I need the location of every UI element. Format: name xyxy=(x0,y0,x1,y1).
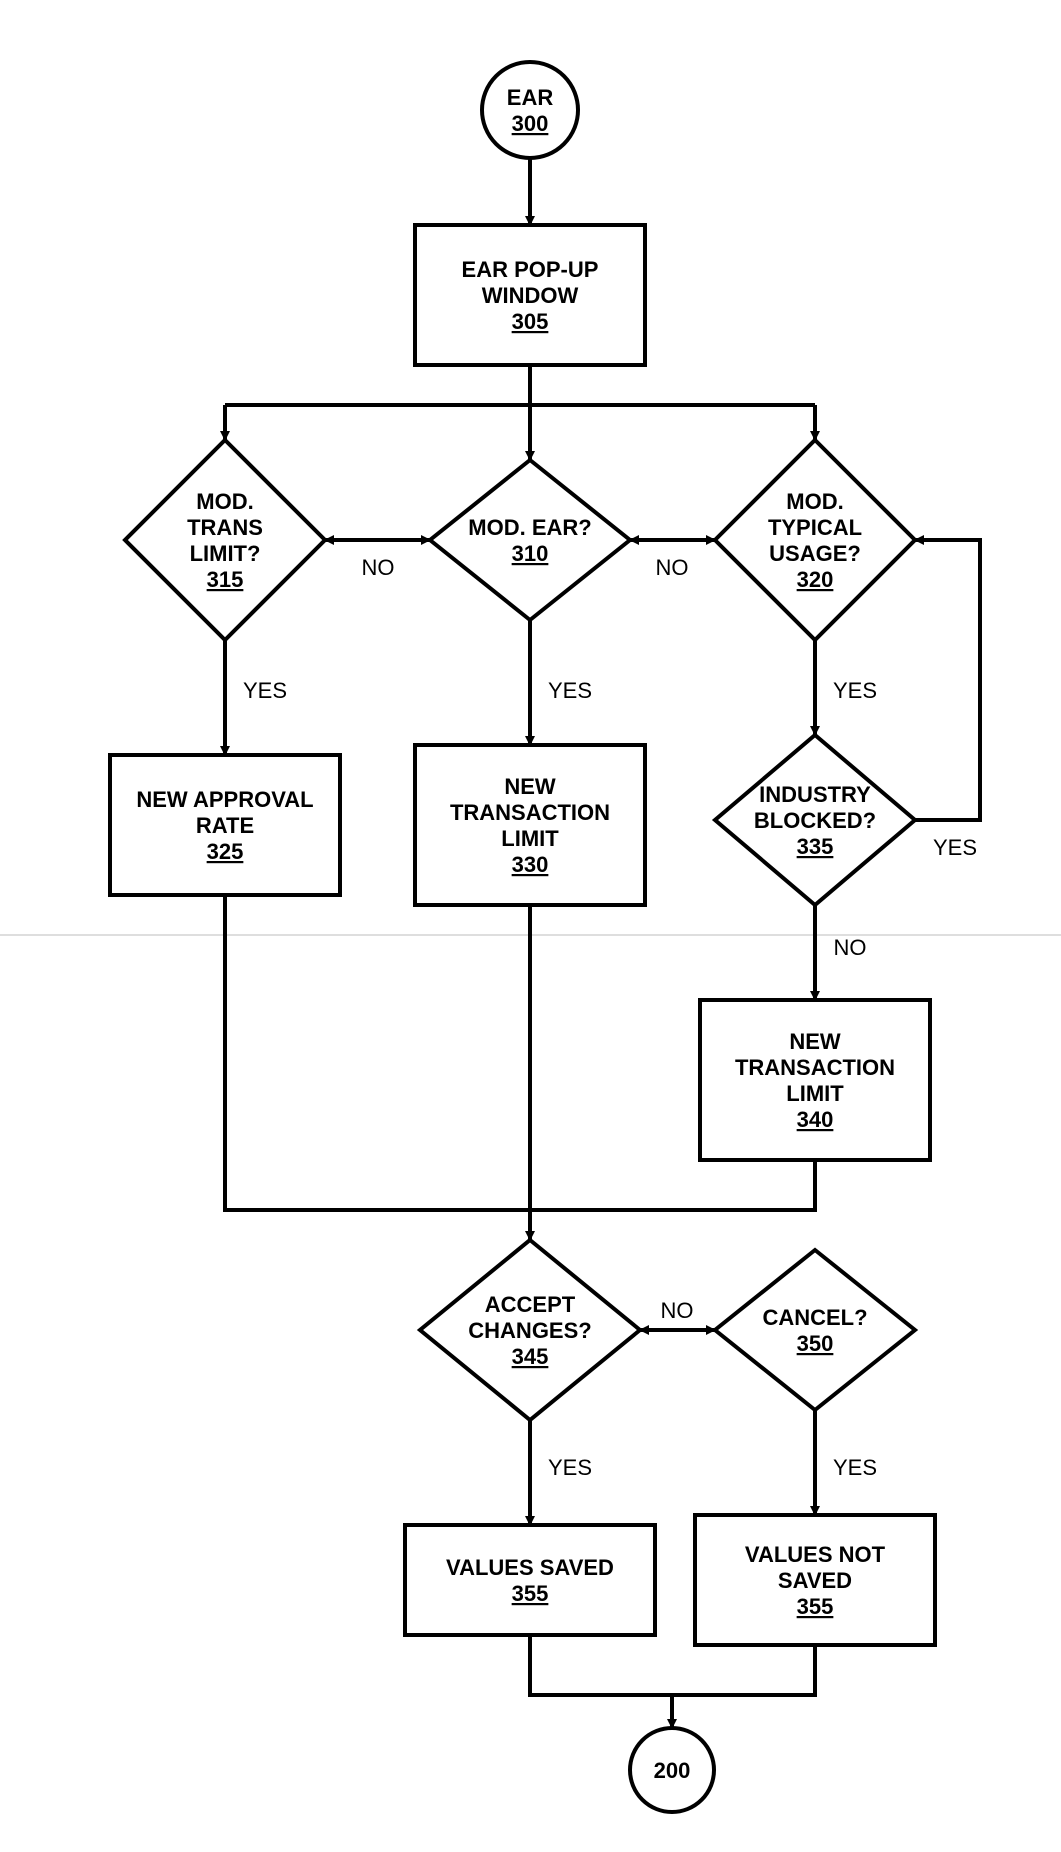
edge-saved_down xyxy=(530,1635,672,1728)
node-d_usage-line2: USAGE? xyxy=(769,541,861,566)
edge-label-blocked_no: NO xyxy=(834,935,867,960)
node-d_blocked-line1: BLOCKED? xyxy=(754,808,876,833)
node-end: 200 xyxy=(630,1728,714,1812)
edge-label-cancel_yes: YES xyxy=(833,1455,877,1480)
node-d_cancel-ref: 350 xyxy=(797,1331,834,1356)
node-d_usage-line0: MOD. xyxy=(786,489,843,514)
edge-label-accept_yes: YES xyxy=(548,1455,592,1480)
node-shape-r_newtrans1 xyxy=(415,745,645,905)
node-shape-d_cancel xyxy=(715,1250,915,1410)
node-r_notsaved: VALUES NOTSAVED355 xyxy=(695,1515,935,1645)
node-end-line0: 200 xyxy=(654,1758,691,1783)
node-popup: EAR POP-UPWINDOW305 xyxy=(415,225,645,365)
node-d_accept-ref: 345 xyxy=(512,1344,549,1369)
node-r_approval-line0: NEW APPROVAL xyxy=(136,787,313,812)
node-shape-r_saved xyxy=(405,1525,655,1635)
node-d_trans-line0: MOD. xyxy=(196,489,253,514)
node-d_trans-ref: 315 xyxy=(207,567,244,592)
nodes-layer: EAR300EAR POP-UPWINDOW305MOD.TRANSLIMIT?… xyxy=(110,62,935,1812)
node-shape-d_ear xyxy=(430,460,630,620)
node-r_approval: NEW APPROVALRATE325 xyxy=(110,755,340,895)
edge-label-trans_ear_no: NO xyxy=(362,555,395,580)
node-d_usage: MOD.TYPICALUSAGE?320 xyxy=(715,440,915,640)
flowchart-canvas: NO NO YES YES YES YES NO NO YES YES EAR300 EAR POP-… xyxy=(0,0,1061,1852)
node-d_trans-line2: LIMIT? xyxy=(190,541,261,566)
node-start-line0: EAR xyxy=(507,85,554,110)
edge-label-ear_yes: YES xyxy=(548,678,592,703)
edge-trans2_down xyxy=(530,1160,815,1210)
node-r_newtrans2-line0: NEW xyxy=(789,1029,841,1054)
node-r_notsaved-line0: VALUES NOT xyxy=(745,1542,886,1567)
edge-label-accept_cancel: NO xyxy=(661,1298,694,1323)
node-r_saved: VALUES SAVED355 xyxy=(405,1525,655,1635)
edge-label-blocked_yes: YES xyxy=(933,835,977,860)
edge-blocked_yes xyxy=(915,540,980,820)
edge-label-ear_usage_no: NO xyxy=(656,555,689,580)
node-shape-r_newtrans2 xyxy=(700,1000,930,1160)
node-r_newtrans2-line2: LIMIT xyxy=(786,1081,844,1106)
edge-notsaved_down xyxy=(672,1645,815,1695)
node-r_approval-line1: RATE xyxy=(196,813,254,838)
node-d_accept-line1: CHANGES? xyxy=(468,1318,591,1343)
node-shape-d_trans xyxy=(125,440,325,640)
edges-layer: NO NO YES YES YES YES NO NO YES YES xyxy=(225,158,980,1728)
node-r_saved-line0: VALUES SAVED xyxy=(446,1555,614,1580)
node-r_newtrans1-line2: LIMIT xyxy=(501,826,559,851)
node-r_newtrans1: NEWTRANSACTIONLIMIT330 xyxy=(415,745,645,905)
node-d_cancel-line0: CANCEL? xyxy=(762,1305,867,1330)
node-d_ear: MOD. EAR?310 xyxy=(430,460,630,620)
node-d_usage-ref: 320 xyxy=(797,567,834,592)
node-popup-ref: 305 xyxy=(512,309,549,334)
node-r_saved-ref: 355 xyxy=(512,1581,549,1606)
node-d_blocked-line0: INDUSTRY xyxy=(759,782,871,807)
node-d_ear-ref: 310 xyxy=(512,541,549,566)
node-start: EAR300 xyxy=(482,62,578,158)
edge-approval_down xyxy=(225,895,530,1210)
node-r_newtrans1-ref: 330 xyxy=(512,852,549,877)
node-popup-line1: WINDOW xyxy=(482,283,579,308)
node-shape-d_usage xyxy=(715,440,915,640)
node-d_ear-line0: MOD. EAR? xyxy=(468,515,591,540)
node-r_newtrans2: NEWTRANSACTIONLIMIT340 xyxy=(700,1000,930,1160)
edge-label-trans_yes: YES xyxy=(243,678,287,703)
node-d_blocked: INDUSTRYBLOCKED?335 xyxy=(715,735,915,905)
node-d_accept-line0: ACCEPT xyxy=(485,1292,576,1317)
node-shape-start xyxy=(482,62,578,158)
node-r_approval-ref: 325 xyxy=(207,839,244,864)
node-start-ref: 300 xyxy=(512,111,549,136)
node-d_accept: ACCEPTCHANGES?345 xyxy=(420,1240,640,1420)
node-d_usage-line1: TYPICAL xyxy=(768,515,862,540)
node-r_newtrans1-line0: NEW xyxy=(504,774,556,799)
node-r_newtrans2-ref: 340 xyxy=(797,1107,834,1132)
node-r_newtrans2-line1: TRANSACTION xyxy=(735,1055,895,1080)
node-r_newtrans1-line1: TRANSACTION xyxy=(450,800,610,825)
node-popup-line0: EAR POP-UP xyxy=(462,257,599,282)
node-r_notsaved-line1: SAVED xyxy=(778,1568,852,1593)
edge-label-usage_yes: YES xyxy=(833,678,877,703)
node-d_cancel: CANCEL?350 xyxy=(715,1250,915,1410)
node-d_blocked-ref: 335 xyxy=(797,834,834,859)
node-d_trans-line1: TRANS xyxy=(187,515,263,540)
node-d_trans: MOD.TRANSLIMIT?315 xyxy=(125,440,325,640)
node-r_notsaved-ref: 355 xyxy=(797,1594,834,1619)
